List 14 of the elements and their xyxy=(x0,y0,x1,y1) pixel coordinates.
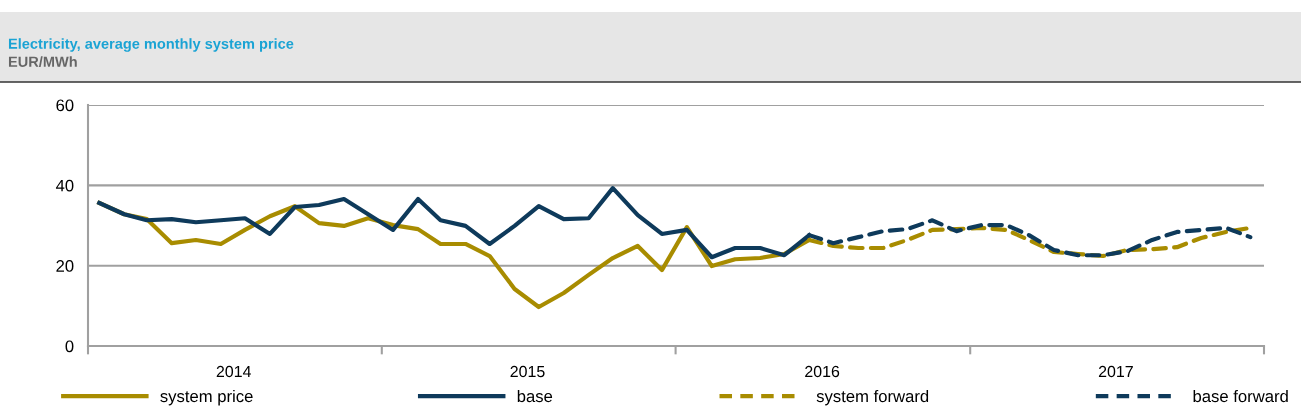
x-tick-label: 2015 xyxy=(510,365,545,378)
y-tick-label: 20 xyxy=(56,260,74,272)
x-tick-label: 2014 xyxy=(216,365,251,378)
y-tick-label: 60 xyxy=(56,99,74,112)
chart-title: Electricity, average monthly system price xyxy=(8,38,294,52)
legend-label: base xyxy=(517,389,553,403)
x-tick-label: 2017 xyxy=(1098,365,1133,378)
y-tick-label: 40 xyxy=(55,179,74,192)
chart-subtitle: EUR/MWh xyxy=(8,56,77,68)
legend-label: system price xyxy=(160,389,253,406)
legend-label: system forward xyxy=(816,389,929,406)
y-tick-label: 0 xyxy=(65,340,74,353)
legend-label: base forward xyxy=(1193,389,1288,403)
x-tick-label: 2016 xyxy=(805,365,840,378)
